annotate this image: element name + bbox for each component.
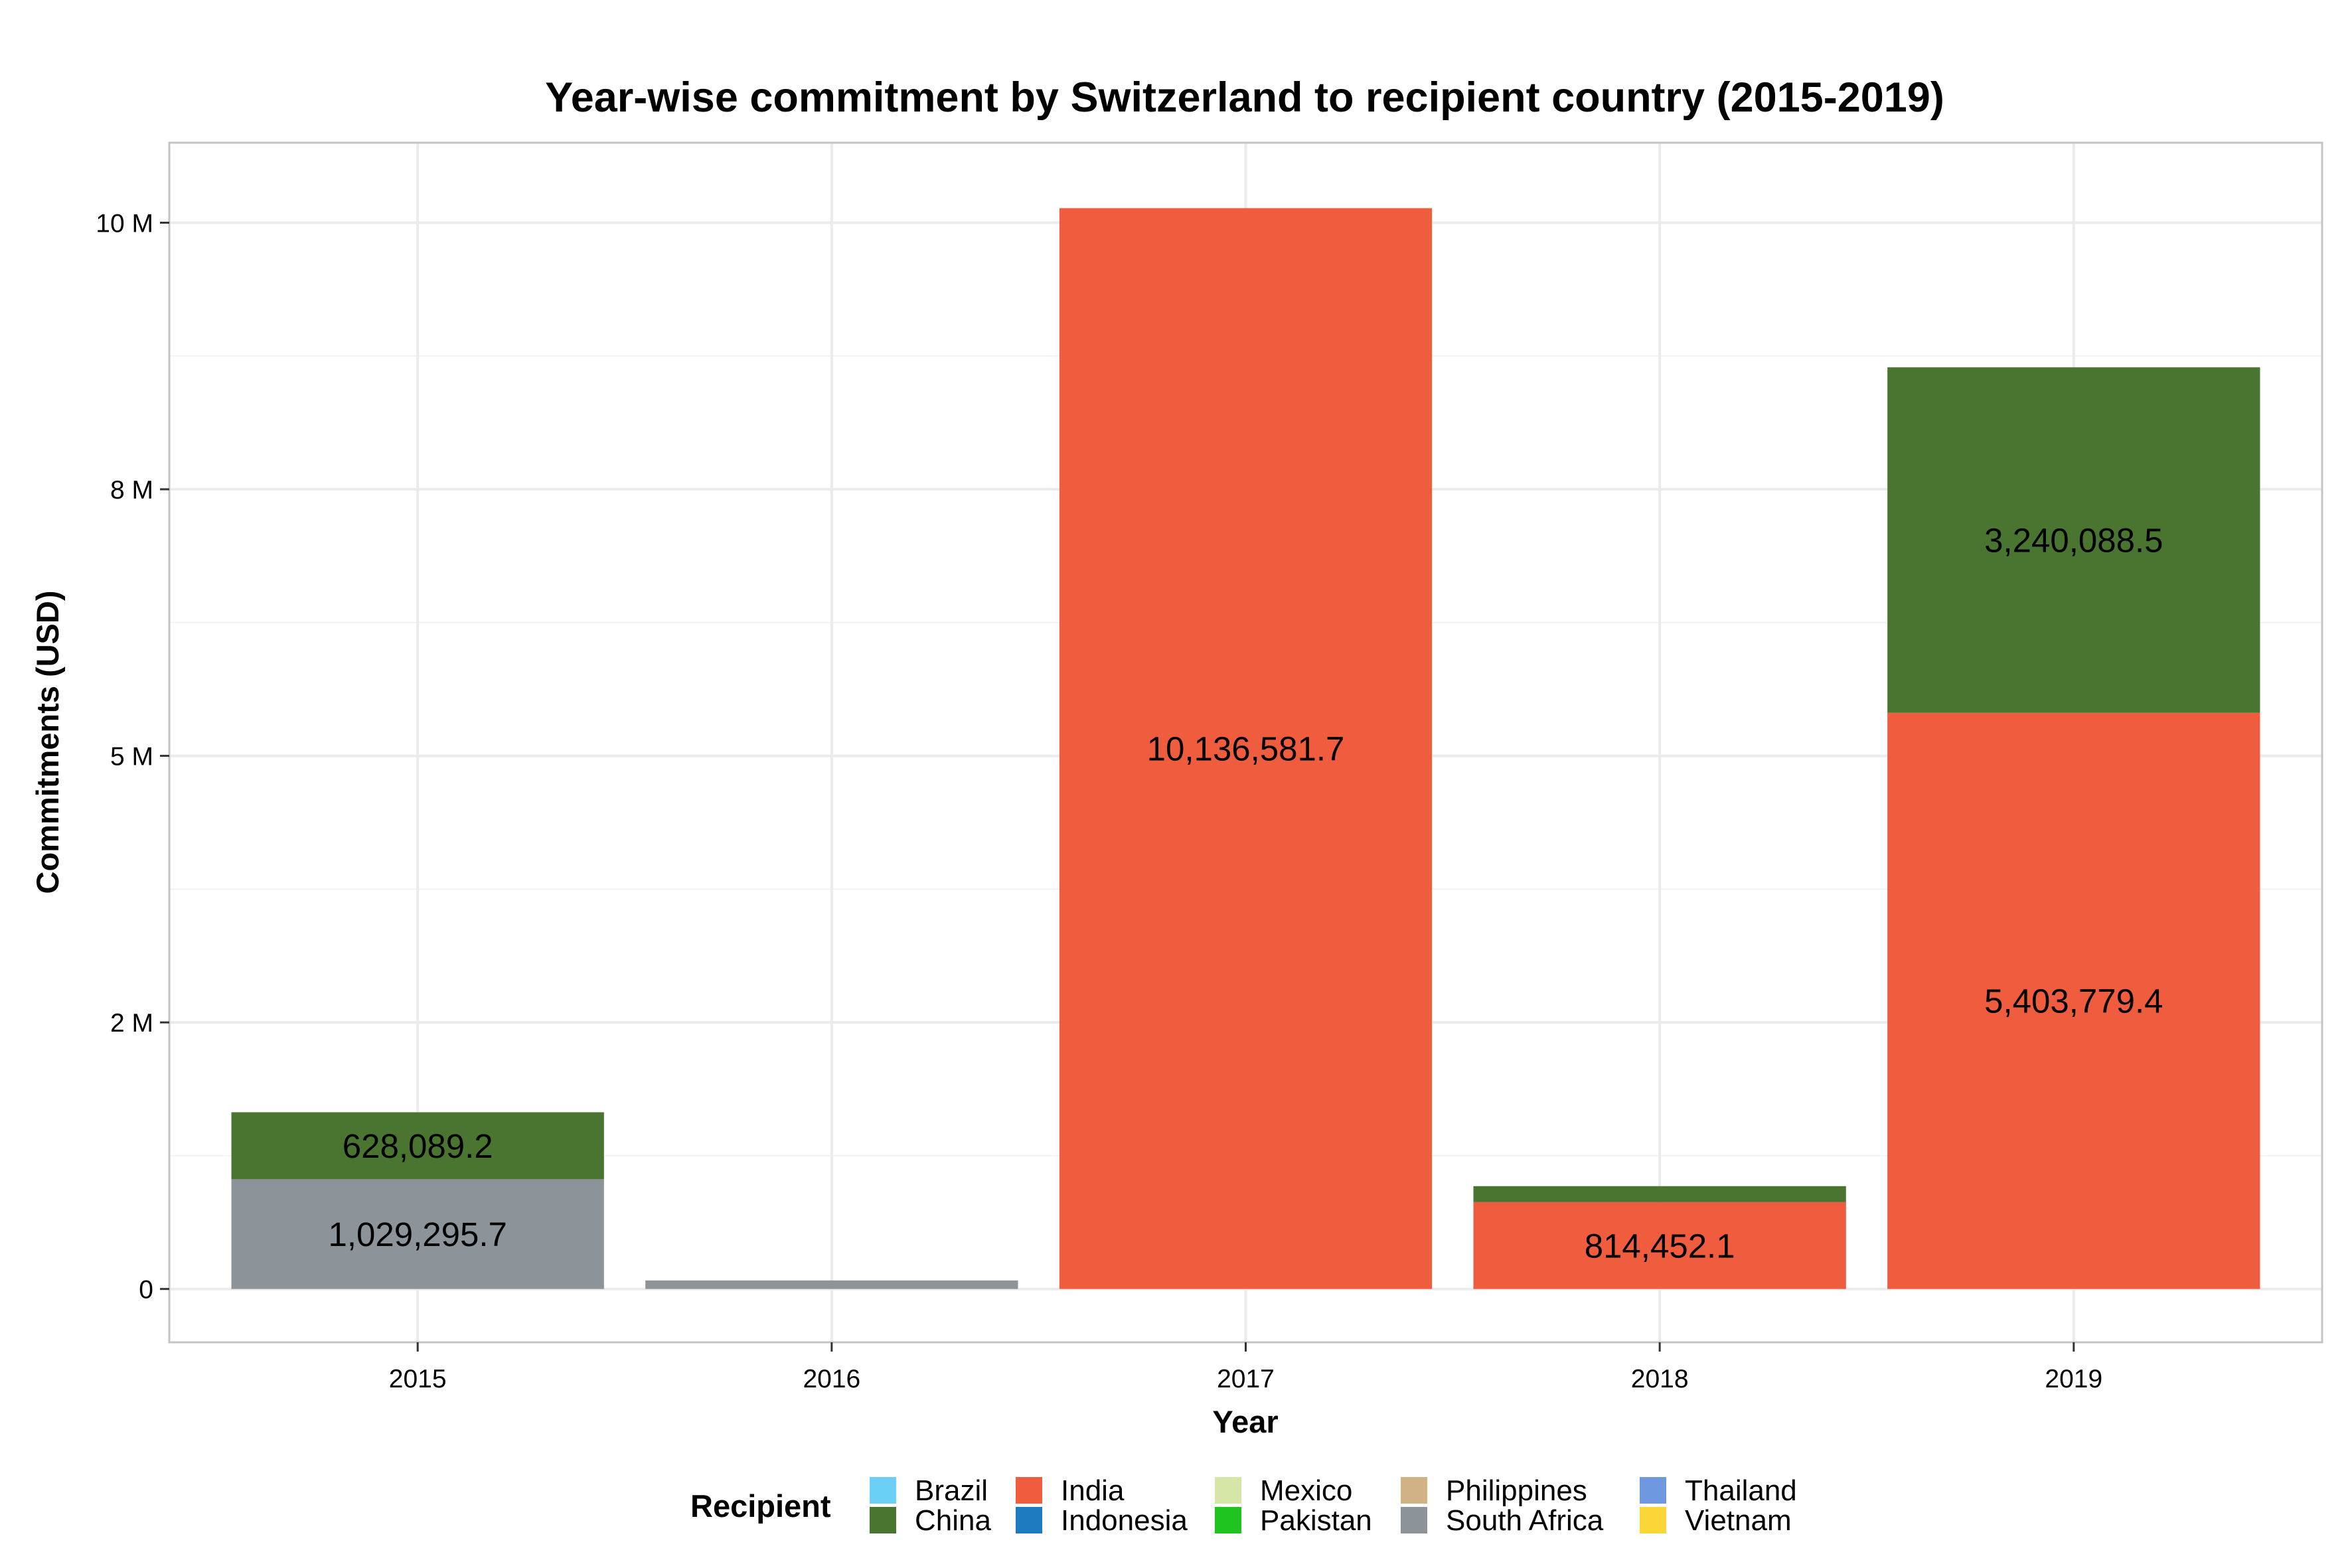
legend-label: India xyxy=(1061,1474,1125,1507)
data-label: 10,136,581.7 xyxy=(1147,730,1345,768)
legend-label: South Africa xyxy=(1446,1504,1604,1537)
legend-key-thailand xyxy=(1640,1477,1666,1504)
bar-china-2019 xyxy=(1887,367,2260,713)
data-label: 1,029,295.7 xyxy=(328,1215,507,1253)
legend-key-vietnam xyxy=(1640,1507,1666,1533)
data-label: 3,240,088.5 xyxy=(1984,522,2163,560)
legend-key-philippines xyxy=(1401,1477,1427,1504)
y-tick-label: 5 M xyxy=(110,743,153,771)
x-tick-label: 2015 xyxy=(389,1365,447,1393)
x-tick-label: 2016 xyxy=(803,1365,860,1393)
legend-label: Pakistan xyxy=(1260,1504,1372,1537)
data-label: 5,403,779.4 xyxy=(1984,982,2163,1020)
legend-label: Indonesia xyxy=(1061,1504,1188,1537)
y-axis-title: Commitments (USD) xyxy=(30,591,65,894)
x-axis-title: Year xyxy=(1212,1404,1278,1439)
bar-south-africa-2016 xyxy=(645,1280,1018,1289)
x-axis: 2015 2016 2017 2018 2019 xyxy=(389,1342,2102,1393)
y-axis: 0 2 M 5 M 8 M 10 M xyxy=(96,209,169,1304)
data-label: 628,089.2 xyxy=(343,1127,493,1165)
legend-key-india xyxy=(1016,1477,1042,1504)
y-tick-label: 2 M xyxy=(110,1009,153,1038)
x-tick-label: 2017 xyxy=(1217,1365,1275,1393)
bar-china-2018 xyxy=(1473,1186,1846,1202)
legend-label: Thailand xyxy=(1685,1474,1797,1507)
legend-key-china xyxy=(870,1507,896,1533)
legend-key-brazil xyxy=(870,1477,896,1504)
chart-title: Year-wise commitment by Switzerland to r… xyxy=(545,74,1944,121)
x-tick-label: 2018 xyxy=(1631,1365,1689,1393)
legend-label: Philippines xyxy=(1446,1474,1587,1507)
legend-label: China xyxy=(915,1504,991,1537)
legend-key-south-africa xyxy=(1401,1507,1427,1533)
legend-label: Vietnam xyxy=(1685,1504,1792,1537)
legend-key-mexico xyxy=(1215,1477,1241,1504)
y-tick-label: 10 M xyxy=(96,209,153,238)
legend-label: Brazil xyxy=(915,1474,988,1507)
y-tick-label: 0 xyxy=(139,1276,153,1304)
bar-south-africa-2015 xyxy=(231,1179,604,1289)
y-tick-label: 8 M xyxy=(110,476,153,505)
data-label: 814,452.1 xyxy=(1585,1227,1735,1265)
data-labels: 1,029,295.7 10,136,581.7 814,452.1 5,403,77… xyxy=(328,522,2163,1265)
bar-india-2018 xyxy=(1473,1202,1846,1289)
bar-india-2019 xyxy=(1887,712,2260,1289)
legend-label: Mexico xyxy=(1260,1474,1352,1507)
bar-china-2015 xyxy=(231,1112,604,1180)
legend-title: Recipient xyxy=(690,1488,831,1524)
legend-key-pakistan xyxy=(1215,1507,1241,1533)
bar-india-2017 xyxy=(1059,208,1433,1289)
bars xyxy=(231,208,2260,1289)
x-tick-label: 2019 xyxy=(2045,1365,2102,1393)
legend-key-indonesia xyxy=(1016,1507,1042,1533)
